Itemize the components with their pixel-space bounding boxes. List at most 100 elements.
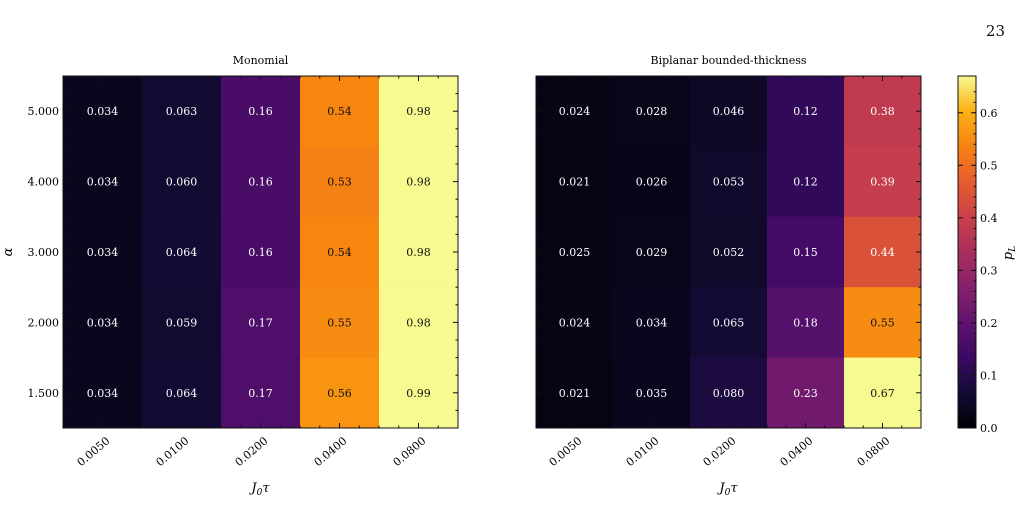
cell-value-label: 0.38 xyxy=(870,105,895,118)
heatmap-cell xyxy=(63,216,143,288)
cell-value-label: 0.046 xyxy=(713,105,745,118)
cell-value-label: 0.54 xyxy=(327,246,352,259)
page-number: 23 xyxy=(985,22,1005,40)
heatmap-cell xyxy=(142,357,222,429)
heatmap-cell xyxy=(221,76,301,147)
cell-value-label: 0.026 xyxy=(636,176,668,189)
cell-value-label: 0.024 xyxy=(559,105,591,118)
panel-title: Biplanar bounded-thickness xyxy=(651,54,807,67)
heatmap-cell xyxy=(767,357,845,429)
heatmap-cell xyxy=(300,357,380,429)
cell-value-label: 0.024 xyxy=(559,316,591,329)
cell-value-label: 0.052 xyxy=(713,246,745,259)
heatmap-cell xyxy=(767,216,845,288)
cell-value-label: 0.028 xyxy=(636,105,668,118)
cell-value-label: 0.12 xyxy=(793,105,818,118)
heatmap-panel: 0.034 0.063 0.16 0.54 0.98 0.034 0.060 0.16 0.53… xyxy=(1,54,459,498)
heatmap-cell xyxy=(613,287,691,359)
cell-value-label: 0.063 xyxy=(166,105,198,118)
colorbar-tick-label: 0.3 xyxy=(980,264,998,277)
x-tick-label: 0.0050 xyxy=(75,434,113,469)
cell-value-label: 0.98 xyxy=(406,316,431,329)
cell-value-label: 0.034 xyxy=(87,387,119,400)
y-tick-label: 4.000 xyxy=(28,176,60,189)
heatmap-panel: 0.024 0.028 0.046 0.12 0.38 0.021 0.026 0.053 0.… xyxy=(535,54,922,498)
heatmap-cell xyxy=(767,146,845,218)
heatmap-cell xyxy=(221,146,301,218)
cell-value-label: 0.12 xyxy=(793,176,818,189)
cell-value-label: 0.025 xyxy=(559,246,591,259)
colorbar-tick-label: 0.0 xyxy=(980,422,998,435)
heatmap-cell xyxy=(844,287,922,359)
cell-value-label: 0.39 xyxy=(870,176,895,189)
heatmap-cell xyxy=(536,76,614,147)
colorbar-gradient-bar xyxy=(957,75,977,429)
cell-value-label: 0.035 xyxy=(636,387,668,400)
x-tick-label: 0.0400 xyxy=(778,434,816,469)
heatmap-cell xyxy=(63,287,143,359)
heatmap-cell xyxy=(844,146,922,218)
x-tick-label: 0.0100 xyxy=(154,434,192,469)
heatmap-cell xyxy=(690,287,768,359)
heatmap-cell xyxy=(142,76,222,147)
heatmap-cell xyxy=(690,357,768,429)
cell-value-label: 0.98 xyxy=(406,246,431,259)
y-tick-label: 5.000 xyxy=(28,105,60,118)
heatmap-cell xyxy=(690,146,768,218)
heatmap-cell xyxy=(613,146,691,218)
y-tick-label: 1.500 xyxy=(28,387,60,400)
heatmap-cell xyxy=(536,287,614,359)
colorbar-tick-label: 0.2 xyxy=(980,317,998,330)
cell-value-label: 0.15 xyxy=(793,246,818,259)
cell-value-label: 0.034 xyxy=(87,176,119,189)
heatmap-cell xyxy=(63,146,143,218)
panel-title: Monomial xyxy=(233,54,289,67)
cell-value-label: 0.67 xyxy=(870,387,895,400)
cell-value-label: 0.17 xyxy=(248,316,273,329)
heatmap-cell xyxy=(300,76,380,147)
cell-value-label: 0.16 xyxy=(248,176,273,189)
x-tick-label: 0.0100 xyxy=(624,434,662,469)
y-axis-label: α xyxy=(1,247,16,256)
y-tick-label: 2.000 xyxy=(28,316,60,329)
heatmap-cell xyxy=(690,76,768,147)
cell-value-label: 0.053 xyxy=(713,176,745,189)
heatmap-cell xyxy=(142,146,222,218)
cell-value-label: 0.44 xyxy=(870,246,895,259)
heatmap-cell xyxy=(300,216,380,288)
heatmap-cell xyxy=(63,357,143,429)
x-axis-label: J0τ xyxy=(248,481,270,498)
heatmap-cell xyxy=(844,357,922,429)
x-tick-label: 0.0400 xyxy=(312,434,350,469)
cell-value-label: 0.034 xyxy=(87,246,119,259)
cell-value-label: 0.16 xyxy=(248,246,273,259)
heatmap-cell xyxy=(536,146,614,218)
cell-value-label: 0.17 xyxy=(248,387,273,400)
heatmap-cell xyxy=(300,146,380,218)
cell-value-label: 0.034 xyxy=(636,316,668,329)
cell-value-label: 0.18 xyxy=(793,316,818,329)
colorbar-tick-label: 0.1 xyxy=(980,369,998,382)
x-tick-label: 0.0800 xyxy=(391,434,429,469)
x-tick-label: 0.0050 xyxy=(547,434,585,469)
cell-value-label: 0.021 xyxy=(559,176,591,189)
cell-value-label: 0.064 xyxy=(166,387,198,400)
heatmap-cell xyxy=(844,216,922,288)
heatmap-cell xyxy=(142,216,222,288)
colorbar-label: pL xyxy=(1001,246,1018,260)
cell-value-label: 0.021 xyxy=(559,387,591,400)
cell-value-label: 0.16 xyxy=(248,105,273,118)
heatmap-cell xyxy=(690,216,768,288)
cell-value-label: 0.034 xyxy=(87,105,119,118)
cell-value-label: 0.080 xyxy=(713,387,745,400)
cell-value-label: 0.98 xyxy=(406,176,431,189)
heatmap-cell xyxy=(844,76,922,147)
heatmap-cell xyxy=(63,76,143,147)
heatmap-cell xyxy=(379,287,459,359)
colorbar-tick-label: 0.4 xyxy=(980,212,998,225)
heatmap-cell xyxy=(221,216,301,288)
heatmap-cell xyxy=(379,216,459,288)
cell-value-label: 0.98 xyxy=(406,105,431,118)
heatmap-cell xyxy=(142,287,222,359)
x-tick-label: 0.0200 xyxy=(233,434,271,469)
